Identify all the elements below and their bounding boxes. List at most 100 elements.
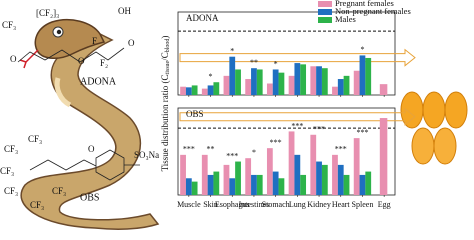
significance: * (360, 45, 364, 54)
legend-label: Pregnant females (335, 0, 394, 8)
significance: *** (313, 125, 325, 134)
chem-label: O (88, 144, 95, 154)
egg (411, 127, 435, 165)
significance: *** (226, 151, 238, 160)
bar (235, 161, 241, 195)
bar (365, 171, 372, 195)
x-tick-label: Esophagus (215, 200, 250, 209)
legend-swatch (318, 1, 332, 7)
obs-bonds (29, 149, 140, 181)
bar (213, 82, 220, 95)
bar (337, 164, 344, 195)
bar (201, 154, 208, 195)
snake-pupil (56, 29, 62, 35)
y-axis-label-part: /C (160, 52, 170, 61)
chem-label: O (10, 54, 17, 64)
egg (433, 127, 457, 165)
bar (229, 56, 236, 95)
significance: ** (250, 58, 258, 67)
bar (180, 86, 186, 95)
bar (245, 79, 252, 95)
y-axis-label-part: ) (160, 36, 170, 39)
bar (343, 174, 350, 195)
bar (288, 75, 295, 95)
bar (180, 154, 186, 195)
graphical-abstract: CF₃ [CF₂]₃ O O F OH O F₂ ADONA CF₃ CF₃ C… (0, 0, 468, 230)
chem-name: OBS (80, 192, 99, 203)
bar (191, 181, 198, 195)
bar (316, 161, 322, 195)
chem-label: [CF₂]₃ (36, 8, 59, 18)
x-tick-label: Muscle (177, 200, 201, 209)
bar (207, 174, 214, 195)
significance: * (230, 47, 234, 56)
bar (272, 69, 279, 95)
bar (185, 178, 192, 195)
transfer-arrow (179, 107, 416, 126)
bar (353, 138, 360, 195)
egg (400, 91, 424, 129)
chem-label: CF₃ (4, 144, 18, 154)
egg (444, 91, 468, 129)
snake-illustration (17, 18, 160, 230)
transfer-arrow (179, 48, 416, 67)
x-tick-label: Egg (378, 200, 391, 209)
bar (223, 75, 230, 95)
chem-label: O (78, 56, 85, 66)
chem-label: SO₃Na (134, 150, 159, 160)
chem-label: F (92, 36, 97, 46)
legend-label: Males (335, 14, 356, 24)
bar (310, 134, 317, 195)
bar (256, 69, 263, 95)
significance: *** (183, 145, 195, 154)
significance: * (252, 148, 256, 157)
significance: *** (270, 138, 282, 147)
x-tick-label: Kidney (307, 200, 331, 209)
bar (235, 69, 241, 95)
bar (343, 75, 350, 95)
bar (365, 57, 372, 95)
bar (213, 171, 220, 195)
bar (229, 178, 236, 195)
chem-label: O (128, 38, 135, 48)
chem-label: CF₃ (52, 186, 66, 196)
bar (359, 174, 366, 195)
bar (191, 85, 198, 95)
bar (251, 68, 257, 95)
x-tick-label: Skin (203, 200, 218, 209)
bar (278, 72, 285, 95)
bar (223, 164, 230, 195)
eggs (400, 91, 468, 165)
legend-swatch (318, 17, 332, 23)
bar (266, 148, 273, 195)
bar (321, 164, 328, 195)
bar (251, 174, 257, 195)
panel-title: OBS (186, 109, 204, 119)
significance: *** (356, 128, 368, 137)
chem-label: CF₃ (4, 186, 18, 196)
legend-label: Non-pregnant females (335, 6, 411, 16)
bar (379, 84, 388, 95)
chem-label: OH (118, 6, 131, 16)
significance: *** (291, 121, 303, 130)
snake-belly (54, 77, 72, 108)
egg (422, 91, 446, 129)
bar (300, 174, 307, 195)
adona-bonds (17, 47, 125, 63)
x-tick-label: Intestines (239, 200, 270, 209)
chem-label: CF₃ (30, 200, 44, 210)
bar (321, 68, 328, 95)
plot-frame (177, 107, 396, 196)
chem-label: CF₃ (0, 166, 14, 176)
bar (332, 154, 338, 195)
y-axis-label-part: blood (165, 39, 171, 53)
bar (256, 174, 263, 195)
bar (379, 118, 388, 195)
chem-label: CF₃ (2, 20, 16, 30)
bar (359, 55, 366, 95)
bar (337, 79, 344, 95)
bar (245, 158, 252, 195)
chem-label: F₂ (100, 58, 108, 68)
bar (278, 178, 285, 195)
chem-name: ADONA (80, 76, 117, 87)
